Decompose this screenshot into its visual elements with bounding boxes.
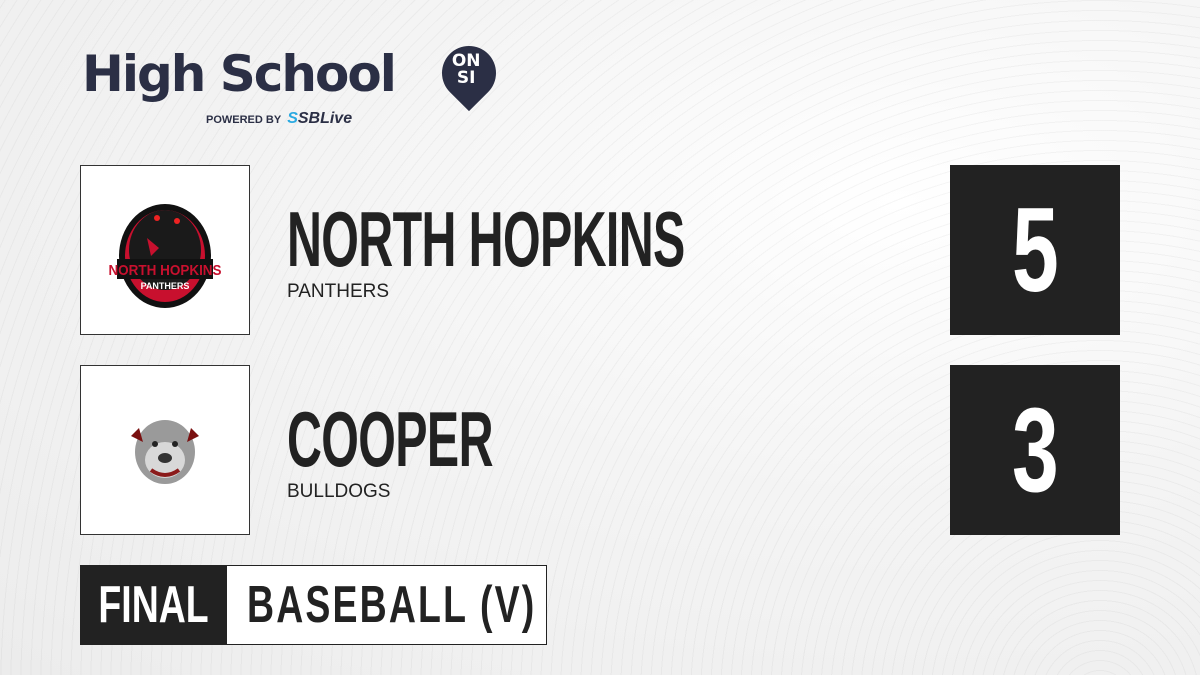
logo-text: NORTH HOPKINS [108,262,221,279]
sport-label: BASEBALL (V) [227,566,649,644]
cooper-logo [80,365,250,535]
game-status-bar: FINAL BASEBALL (V) [80,565,547,645]
home-team-score: 5 [950,165,1120,335]
high-school-on-si-logo: High School ON SI POWERED BY SSBLive [82,34,508,127]
home-team-mascot: PANTHERS [287,281,390,302]
away-team-mascot: BULLDOGS [287,481,391,502]
home-score-value: 5 [1011,183,1059,317]
final-badge: FINAL [81,566,227,644]
home-team-name: NORTH HOPKINS [287,195,685,283]
away-score-value: 3 [1011,383,1059,517]
bulldog-icon [131,420,199,484]
badge-bottom: SI [456,68,476,89]
away-team-score: 3 [950,365,1120,535]
brand-title: High School [82,45,397,103]
game-state: FINAL [98,576,210,634]
panther-icon: NORTH HOPKINS PANTHERS [108,204,222,308]
powered-by-label: POWERED BY [206,114,282,126]
sport-name: BASEBALL (V) [247,576,537,634]
sblive-text: SBLive [297,110,353,127]
logo-subtext: PANTHERS [141,281,190,291]
north-hopkins-logo: NORTH HOPKINS PANTHERS [80,165,250,335]
powered-by: POWERED BY SSBLive [206,110,352,128]
sblive-logo: SSBLive [287,110,352,127]
sblive-mark: S [287,110,298,127]
away-team-name: COOPER [287,395,493,483]
